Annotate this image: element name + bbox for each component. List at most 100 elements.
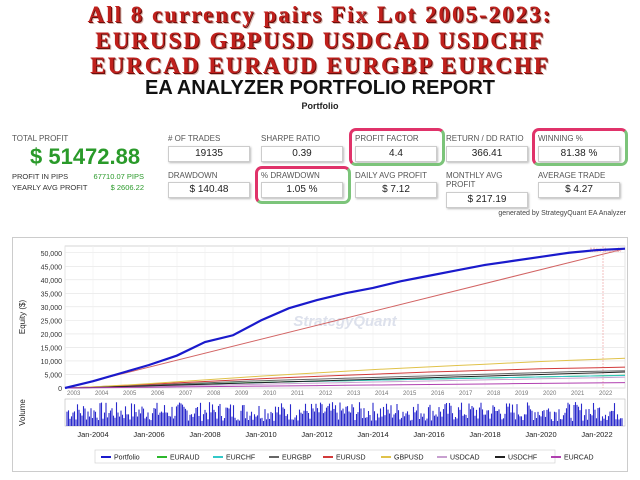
year-tick-label: 2020: [543, 391, 557, 397]
legend-label-usdcad: USDCAD: [450, 455, 480, 462]
year-tick-label: 2013: [347, 391, 361, 397]
year-tick-label: 2007: [179, 391, 193, 397]
max-drawdown-label: Max drawd.: [590, 248, 621, 254]
x-tick-label: Jan-2008: [189, 430, 220, 439]
stat-monthly-avg-label: MONTHLY AVG PROFIT: [446, 171, 503, 189]
x-tick-label: Jan-2018: [469, 430, 500, 439]
year-tick-label: 2003: [67, 391, 81, 397]
year-tick-label: 2005: [123, 391, 137, 397]
x-tick-label: Jan-2022: [581, 430, 612, 439]
stat-trades-label: # OF TRADES: [168, 134, 221, 143]
year-tick-label: 2009: [235, 391, 249, 397]
x-tick-label: Jan-2010: [245, 430, 276, 439]
y-tick-label: 45,000: [41, 264, 63, 271]
total-profit-label: TOTAL PROFIT: [12, 134, 69, 143]
x-tick-label: Jan-2004: [77, 430, 108, 439]
y-tick-label: 20,000: [41, 332, 63, 339]
stat-drawdown-label: DRAWDOWN: [168, 171, 218, 180]
y-tick-label: 10,000: [41, 359, 63, 366]
profit-pips-value: 67710.07 PIPS: [93, 172, 144, 181]
y-tick-label: 25,000: [41, 318, 63, 325]
legend-label-portfolio: Portfolio: [114, 455, 140, 462]
pct-drawdown-highlight: [255, 166, 351, 204]
series-line-eurcad: [64, 382, 626, 389]
year-tick-label: 2011: [291, 391, 305, 397]
banner-line-3: EURCAD EURAUD EURGBP EURCHF: [90, 53, 550, 78]
series-line-usdchf: [64, 371, 626, 389]
year-tick-label: 2006: [151, 391, 165, 397]
stat-avg-trade-value: $ 4.27: [538, 182, 620, 198]
banner-line-2: EURUSD GBPUSD USDCAD USDCHF: [95, 28, 545, 53]
year-tick-label: 2012: [319, 391, 333, 397]
year-tick-label: 2021: [571, 391, 585, 397]
total-profit-value: $ 51472.88: [30, 144, 141, 169]
yearly-avg-value: $ 2606.22: [110, 183, 144, 192]
yearly-avg-label: YEARLY AVG PROFIT: [12, 183, 88, 192]
x-tick-label: Jan-2016: [413, 430, 444, 439]
stat-pct-drawdown-value: 1.05 %: [261, 182, 343, 198]
legend-label-eurchf: EURCHF: [226, 455, 255, 462]
y-tick-label: 50,000: [41, 251, 63, 258]
year-tick-label: 2010: [263, 391, 277, 397]
stat-drawdown-value: $ 140.48: [168, 182, 250, 198]
year-tick-label: 2014: [375, 391, 389, 397]
x-tick-label: Jan-2006: [133, 430, 164, 439]
stat-pct-drawdown-label: % DRAWDOWN: [261, 171, 320, 180]
y-tick-label: 30,000: [41, 305, 63, 312]
x-tick-label: Jan-2014: [357, 430, 388, 439]
stat-winning-label: WINNING %: [538, 134, 583, 143]
legend-label-eurgbp: EURGBP: [282, 455, 312, 462]
stat-profit-factor-label: PROFIT FACTOR: [355, 134, 419, 143]
report-title: EA ANALYZER PORTFOLIO REPORT: [144, 77, 496, 99]
year-tick-label: 2008: [207, 391, 221, 397]
banner-line-1: All 8 currency pairs Fix Lot 2005-2023:: [87, 2, 553, 27]
x-tick-label: Jan-2012: [301, 430, 332, 439]
equity-chart-panel: 0 5,000 10,000 15,000 20,000 25,000 30,000 35,0…: [12, 237, 638, 472]
report-subtitle: Portfolio: [301, 101, 339, 111]
stat-sharpe-value: 0.39: [261, 146, 343, 162]
stat-daily-avg-label: DAILY AVG PROFIT: [355, 171, 428, 180]
stat-winning-value: 81.38 %: [538, 146, 620, 162]
year-tick-label: 2004: [95, 391, 109, 397]
stat-return-dd-value: 366.41: [446, 146, 528, 162]
year-tick-label: 2019: [515, 391, 529, 397]
y-tick-label: 0: [58, 386, 62, 393]
profit-pips-label: PROFIT IN PIPS: [12, 172, 69, 181]
y-tick-label: 35,000: [41, 291, 63, 298]
stat-profit-factor-value: 4.4: [355, 146, 437, 162]
stat-return-dd-label: RETURN / DD RATIO: [446, 134, 524, 143]
year-tick-label: 2017: [459, 391, 473, 397]
legend-label-eurcad: EURCAD: [564, 455, 594, 462]
stat-monthly-avg-value: $ 217.19: [446, 192, 528, 208]
series-line-gbpusd: [64, 357, 626, 389]
y-tick-label: 5,000: [44, 372, 62, 379]
generated-by: generated by StrategyQuant EA Analyzer: [498, 210, 626, 217]
promo-banner: All 8 currency pairs Fix Lot 2005-2023: …: [0, 0, 640, 80]
winning-highlight: [532, 128, 628, 166]
y-axis-label: Equity ($): [18, 300, 27, 335]
volume-axis-label: Volume: [18, 399, 27, 426]
y-tick-label: 15,000: [41, 345, 63, 352]
year-tick-label: 2018: [487, 391, 501, 397]
year-tick-label: 2016: [431, 391, 445, 397]
year-tick-label: 2022: [599, 391, 613, 397]
equity-chart: 0 5,000 10,000 15,000 20,000 25,000 30,000 35,0…: [18, 245, 638, 464]
stat-avg-trade-label: AVERAGE TRADE: [538, 171, 606, 180]
series-line-usdcad: [64, 376, 626, 389]
stat-trades-value: 19135: [168, 146, 250, 162]
series-line-eurgbp: [64, 370, 626, 389]
stat-sharpe-label: SHARPE RATIO: [261, 134, 320, 143]
legend-label-euraud: EURAUD: [170, 455, 200, 462]
trend-line: [64, 248, 626, 389]
stat-daily-avg-value: $ 7.12: [355, 182, 437, 198]
legend-label-eurusd: EURUSD: [336, 455, 366, 462]
x-tick-label: Jan-2020: [525, 430, 556, 439]
year-tick-label: 2015: [403, 391, 417, 397]
series-line-eurusd: [64, 366, 626, 389]
profit-factor-highlight: [349, 128, 445, 166]
watermark: StrategyQuant: [293, 313, 397, 330]
legend-label-usdchf: USDCHF: [508, 455, 537, 462]
y-tick-label: 40,000: [41, 278, 63, 285]
series-line-portfolio: [64, 247, 626, 390]
legend-label-gbpusd: GBPUSD: [394, 455, 424, 462]
